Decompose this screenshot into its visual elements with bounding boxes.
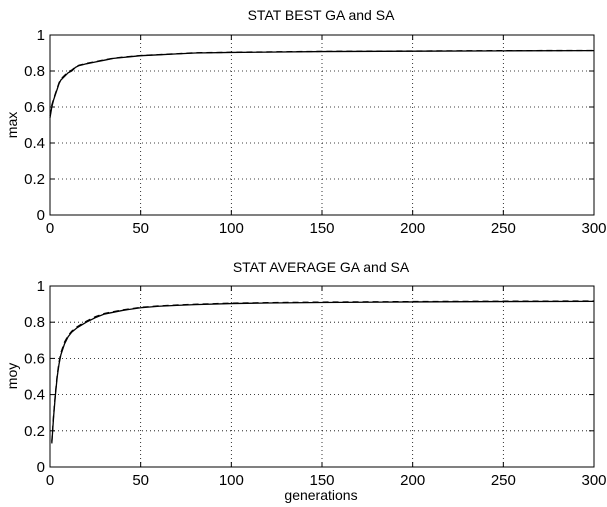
average-series-1-line bbox=[51, 300, 595, 442]
best-xtick-label: 0 bbox=[46, 220, 54, 237]
average-xtick-label: 250 bbox=[491, 472, 516, 489]
chart-best-plot-area: 0 50 100 150 200 250 300 0 0.2 0.4 0.6 0.8 1 bbox=[24, 27, 606, 237]
best-ytick-label: 1 bbox=[37, 27, 45, 44]
best-ytick-label: 0.6 bbox=[24, 99, 45, 116]
best-xtick-label: 50 bbox=[132, 220, 149, 237]
average-ytick-label: 0.8 bbox=[24, 314, 45, 331]
chart-average-plot-area: 0 50 100 150 200 250 300 0 0.2 0.4 0.6 0.8 1 bbox=[24, 278, 606, 489]
average-xtick-label: 100 bbox=[219, 472, 244, 489]
average-xtick-label: 150 bbox=[309, 472, 334, 489]
average-ytick-label: 0.4 bbox=[24, 387, 45, 404]
best-xtick-label: 100 bbox=[219, 220, 244, 237]
average-axes-box bbox=[49, 285, 595, 468]
average-xtick-label: 200 bbox=[400, 472, 425, 489]
average-ytick-label: 0.2 bbox=[24, 423, 45, 440]
average-ytick-label: 1 bbox=[37, 278, 45, 295]
best-ytick-label: 0.4 bbox=[24, 135, 45, 152]
best-xtick-label: 200 bbox=[400, 220, 425, 237]
chart-best-title: STAT BEST GA and SA bbox=[248, 7, 395, 23]
average-xtick-label: 50 bbox=[132, 472, 149, 489]
best-axes-box bbox=[49, 34, 595, 216]
average-xtick-label: 300 bbox=[581, 472, 606, 489]
chart-average-xlabel: generations bbox=[284, 487, 357, 503]
best-series-1-line bbox=[49, 49, 595, 117]
best-ytick-label: 0 bbox=[37, 207, 45, 224]
chart-best: STAT BEST GA and SA max 0 50 100 150 200 250 3… bbox=[4, 7, 607, 237]
average-xtick-label: 0 bbox=[46, 472, 54, 489]
chart-best-ylabel: max bbox=[4, 112, 20, 138]
chart-average-title: STAT AVERAGE GA and SA bbox=[233, 259, 410, 275]
average-ytick-label: 0 bbox=[37, 459, 45, 476]
best-xtick-label: 150 bbox=[309, 220, 334, 237]
average-ytick-label: 0.6 bbox=[24, 350, 45, 367]
chart-average: STAT AVERAGE GA and SA moy generations 0… bbox=[4, 259, 607, 503]
best-ytick-label: 0.8 bbox=[24, 63, 45, 80]
chart-average-ylabel: moy bbox=[4, 363, 20, 389]
best-ytick-label: 0.2 bbox=[24, 171, 45, 188]
best-xtick-label: 300 bbox=[581, 220, 606, 237]
best-xtick-label: 250 bbox=[491, 220, 516, 237]
